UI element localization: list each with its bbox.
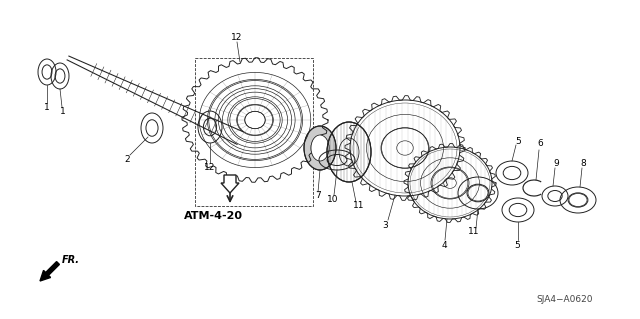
FancyArrow shape [221,175,239,193]
Text: 2: 2 [124,154,130,164]
Text: 8: 8 [580,159,586,167]
Text: 5: 5 [515,137,521,145]
FancyArrow shape [40,262,60,281]
Text: 12: 12 [204,164,216,173]
Text: 3: 3 [382,220,388,229]
Text: 5: 5 [514,241,520,249]
Text: 1: 1 [60,107,66,115]
Text: 12: 12 [231,33,243,41]
Text: 1: 1 [44,103,50,113]
Text: FR.: FR. [62,255,80,265]
Text: ATM-4-20: ATM-4-20 [184,211,243,221]
Text: 10: 10 [327,196,339,204]
Text: 6: 6 [537,138,543,147]
Text: 11: 11 [353,202,365,211]
Text: SJA4−A0620: SJA4−A0620 [537,295,593,305]
Bar [195,58,313,206]
Text: 9: 9 [553,159,559,167]
Text: 4: 4 [441,241,447,249]
Text: 7: 7 [315,191,321,201]
Ellipse shape [311,135,329,161]
Ellipse shape [304,126,336,170]
Text: 11: 11 [468,227,480,236]
